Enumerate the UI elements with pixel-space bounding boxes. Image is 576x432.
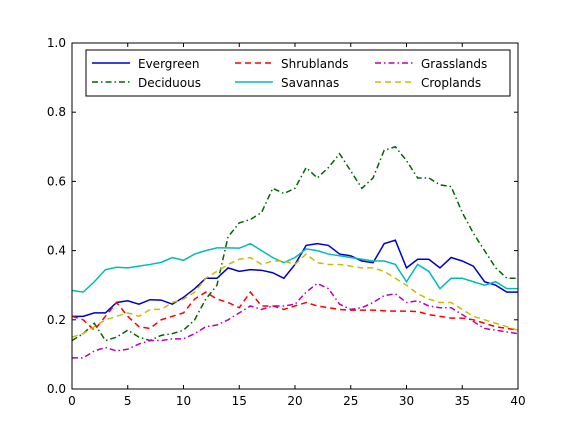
x-tick-label: 15	[232, 394, 247, 408]
y-tick-label: 0.2	[47, 313, 66, 327]
legend-label: Deciduous	[138, 76, 201, 90]
x-tick-label: 30	[399, 394, 414, 408]
series-lines	[71, 145, 519, 359]
y-tick-label: 0.8	[47, 105, 66, 119]
x-tick-label: 40	[510, 394, 525, 408]
series-line-croplands	[71, 253, 519, 338]
legend-box	[85, 49, 511, 97]
legend-item-croplands: Croplands	[375, 76, 481, 90]
legend-label: Savannas	[281, 76, 339, 90]
x-tick-label: 25	[343, 394, 358, 408]
series-line-savannas	[71, 242, 518, 293]
x-axis: 0 5 10 15 20 25 30 35 40	[68, 43, 526, 408]
series-line-shrublands	[71, 290, 519, 332]
legend-label: Shrublands	[281, 57, 349, 71]
legend: Evergreen Deciduous Shrublands Savannas Gras…	[85, 49, 511, 97]
y-tick-label: 0.0	[47, 382, 66, 396]
legend-item-grasslands: Grasslands	[375, 57, 487, 71]
x-tick-label: 5	[124, 394, 132, 408]
y-tick-label: 0.4	[47, 244, 66, 258]
x-tick-label: 20	[287, 394, 302, 408]
x-tick-label: 0	[68, 394, 76, 408]
legend-item-deciduous: Deciduous	[92, 76, 201, 90]
series-line-grasslands	[72, 282, 519, 359]
series-line-deciduous	[71, 145, 518, 342]
legend-item-evergreen: Evergreen	[92, 57, 199, 71]
legend-label: Croplands	[421, 76, 481, 90]
x-tick-label: 35	[455, 394, 470, 408]
legend-item-shrublands: Shrublands	[235, 57, 349, 71]
y-tick-label: 0.6	[47, 174, 66, 188]
legend-label: Evergreen	[138, 57, 199, 71]
legend-label: Grasslands	[421, 57, 487, 71]
y-tick-label: 1.0	[47, 36, 66, 50]
x-tick-label: 10	[176, 394, 191, 408]
legend-item-savannas: Savannas	[235, 76, 339, 90]
y-axis: 0.0 0.2 0.4 0.6 0.8 1.0	[47, 36, 518, 396]
